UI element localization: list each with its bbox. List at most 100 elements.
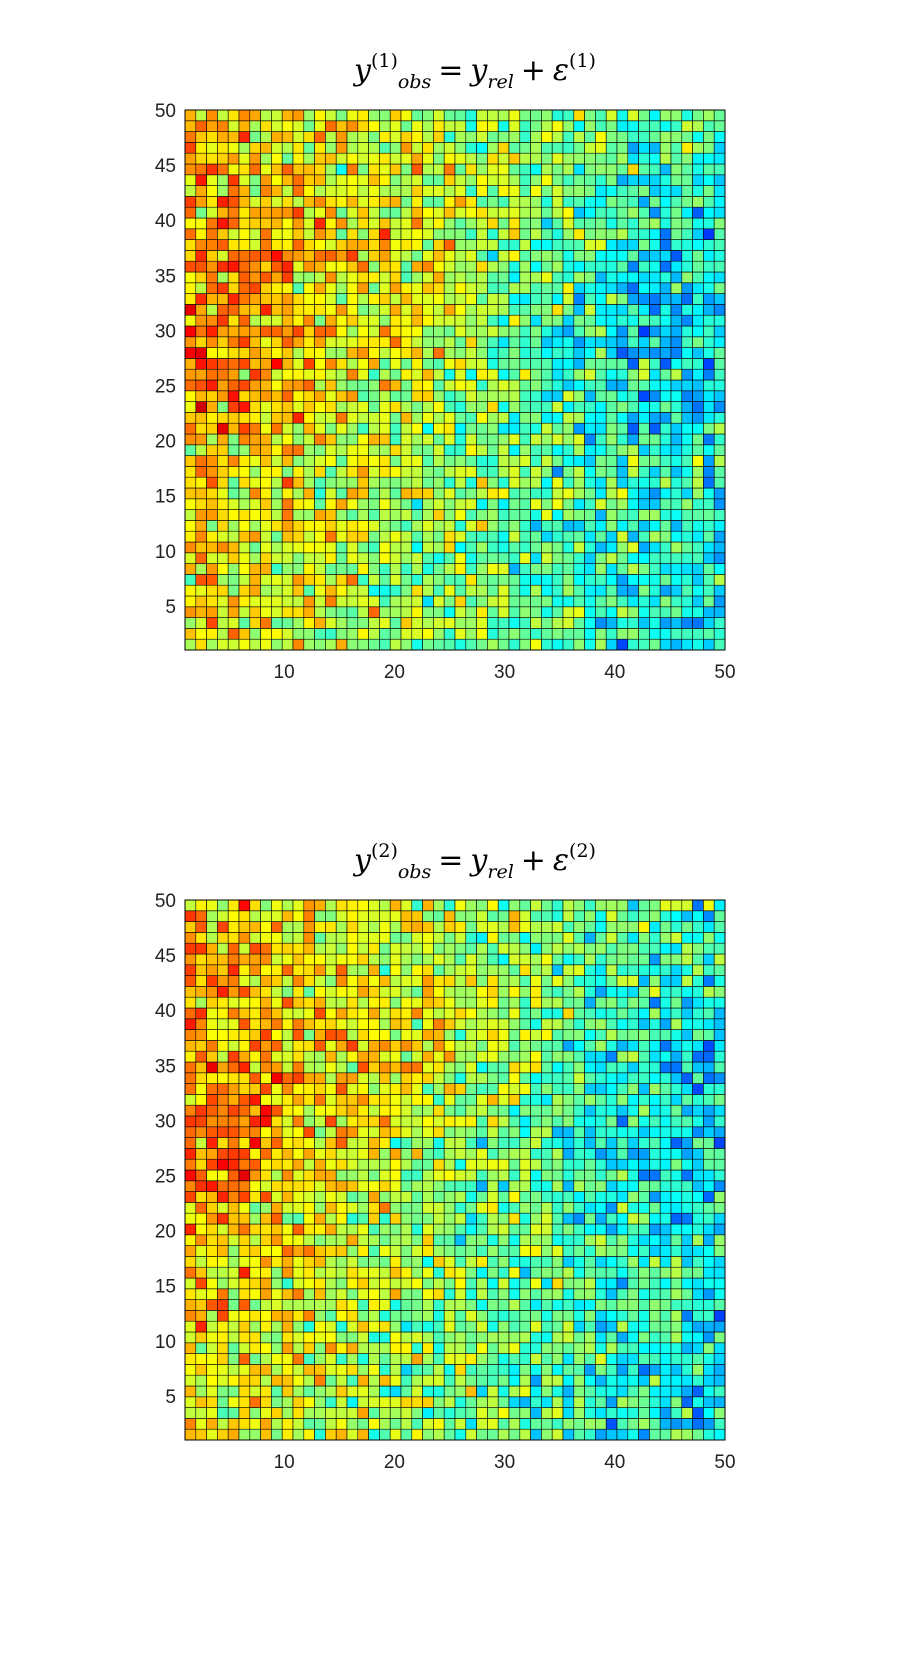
heatmap-cell [303, 1342, 315, 1354]
heatmap-cell [195, 1428, 207, 1441]
heatmap-cell [422, 487, 434, 500]
heatmap-cell [389, 1310, 402, 1322]
heatmap-cell [703, 1018, 715, 1030]
heatmap-cell [713, 433, 726, 446]
heatmap-cell [616, 217, 629, 230]
heatmap-cell [562, 260, 575, 273]
heatmap-cell [573, 541, 585, 554]
heatmap-cell [476, 563, 488, 575]
heatmap-cell [217, 1072, 229, 1084]
heatmap-cell [249, 1353, 261, 1365]
heatmap-cell [357, 975, 369, 987]
heatmap-cell [638, 932, 650, 944]
heatmap-cell [379, 239, 391, 251]
heatmap-cell [400, 986, 413, 998]
heatmap-cell [443, 422, 456, 435]
heatmap-cell [443, 239, 456, 251]
heatmap-cell [238, 617, 251, 629]
heatmap-cell [476, 1212, 488, 1225]
heatmap-cell [638, 1115, 650, 1128]
heatmap-cell [249, 174, 261, 186]
heatmap-cell [249, 584, 261, 597]
heatmap-cell [357, 347, 369, 359]
heatmap-cell [649, 628, 661, 640]
heatmap-cell [346, 1029, 359, 1041]
heatmap-cell [184, 412, 197, 424]
heatmap-cell [433, 530, 445, 543]
heatmap-cell [530, 1083, 542, 1095]
heatmap-cell [584, 541, 596, 554]
heatmap-cell [195, 379, 207, 392]
heatmap-cell [195, 401, 207, 413]
heatmap-cell [379, 530, 391, 543]
heatmap-cell [638, 1094, 650, 1106]
heatmap-cell [703, 347, 715, 359]
heatmap-cell [195, 1396, 207, 1408]
heatmap-cell [454, 1223, 467, 1236]
heatmap-cell [238, 498, 251, 510]
heatmap-cell [227, 1245, 240, 1257]
heatmap-cell [249, 1331, 261, 1344]
heatmap-cell [206, 964, 218, 976]
heatmap-cell [357, 163, 369, 176]
heatmap-cell [303, 336, 315, 348]
heatmap-cell [530, 1115, 542, 1128]
heatmap-cell [368, 921, 380, 933]
heatmap-cell [476, 1299, 488, 1311]
heatmap-cell [551, 1158, 564, 1171]
heatmap-cell [325, 368, 337, 381]
heatmap-cell [433, 899, 445, 912]
heatmap-cell [508, 552, 521, 564]
heatmap-cell [541, 1083, 553, 1095]
heatmap-cell [562, 1364, 575, 1376]
heatmap-cell [487, 1331, 499, 1344]
heatmap-cell [465, 509, 477, 521]
heatmap-cell [303, 975, 315, 987]
heatmap-cell [649, 1126, 661, 1138]
heatmap-cell [562, 293, 575, 305]
heatmap-cell [217, 638, 229, 651]
heatmap-cell [281, 185, 294, 197]
heatmap-cell [389, 986, 402, 998]
heatmap-cell [562, 520, 575, 532]
heatmap-cell [400, 163, 413, 176]
heatmap-cell [281, 1115, 294, 1128]
heatmap-cell [281, 953, 294, 966]
heatmap-cell [303, 271, 315, 284]
heatmap-cell [292, 1148, 305, 1160]
heatmap-cell [325, 336, 337, 348]
heatmap-cell [573, 142, 585, 154]
heatmap-cell [562, 1385, 575, 1398]
heatmap-cell [206, 1050, 218, 1063]
heatmap-cell [184, 142, 197, 154]
heatmap-cell [335, 1223, 348, 1236]
heatmap-cell [346, 584, 359, 597]
heatmap-cell [692, 401, 704, 413]
heatmap-cell [638, 325, 650, 338]
heatmap-cell [476, 1342, 488, 1354]
heatmap-cell [443, 1396, 456, 1408]
heatmap-cell [357, 120, 369, 132]
heatmap-cell [325, 975, 337, 987]
heatmap-cell [465, 282, 477, 294]
heatmap-cell [573, 996, 585, 1009]
heatmap-cell [551, 509, 564, 521]
heatmap-cell [519, 1115, 531, 1128]
heatmap-cell [627, 1040, 639, 1052]
heatmap-cell [422, 942, 434, 955]
heatmap-cell [281, 1083, 294, 1095]
heatmap-cell [206, 444, 218, 456]
heatmap-cell [260, 1331, 272, 1344]
heatmap-cell [454, 1320, 467, 1333]
heatmap-cell [206, 1212, 218, 1225]
heatmap-cell [346, 1180, 359, 1192]
heatmap-cell [476, 1202, 488, 1214]
heatmap-cell [346, 1266, 359, 1279]
heatmap-cell [476, 520, 488, 532]
heatmap-cell [368, 1083, 380, 1095]
heatmap-cell [389, 1007, 402, 1020]
heatmap-cell [184, 293, 197, 305]
heatmap-cell [476, 1169, 488, 1182]
heatmap-cell [465, 638, 477, 651]
heatmap-cell [379, 314, 391, 327]
